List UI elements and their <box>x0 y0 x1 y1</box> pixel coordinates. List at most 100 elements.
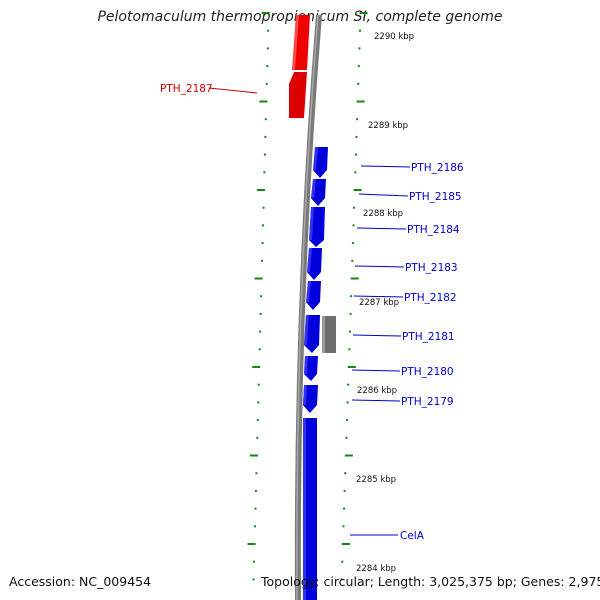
leader-pth-2187 <box>208 87 258 94</box>
major-tick <box>249 454 258 457</box>
major-tick <box>353 189 362 191</box>
kbp-label-2284: 2284 kbp <box>356 564 396 574</box>
minor-tick <box>262 206 265 209</box>
major-tick <box>252 366 261 368</box>
gene-label-pth-2183[interactable]: PTH_2183 <box>405 262 458 274</box>
gene-label-pth-2179[interactable]: PTH_2179 <box>401 396 454 408</box>
minor-tick <box>358 47 361 50</box>
major-tick <box>259 100 268 103</box>
minor-tick <box>346 401 349 404</box>
kbp-label-2286: 2286 kbp <box>357 386 397 396</box>
major-tick <box>256 189 265 191</box>
minor-tick <box>344 472 347 475</box>
major-tick <box>359 12 368 14</box>
minor-tick <box>345 436 348 439</box>
leader-pth-2179 <box>351 399 401 402</box>
gene-pth-2179-shape[interactable] <box>303 385 318 413</box>
minor-tick <box>350 295 353 298</box>
minor-tick <box>359 29 362 32</box>
minor-tick <box>254 507 257 510</box>
minor-tick <box>348 348 351 351</box>
major-tick <box>254 277 263 280</box>
kbp-label-2290: 2290 kbp <box>374 32 414 42</box>
minor-tick <box>261 242 264 245</box>
major-tick <box>350 277 359 280</box>
minor-tick <box>252 578 255 581</box>
reverse-strand-genes <box>303 147 328 600</box>
minor-tick <box>357 65 360 68</box>
minor-tick <box>255 472 258 475</box>
minor-tick <box>343 507 346 510</box>
minor-tick <box>352 224 355 227</box>
major-tick <box>347 366 356 368</box>
leader-pth-2181 <box>352 334 402 337</box>
gene-label-pth-2186[interactable]: PTH_2186 <box>411 162 464 174</box>
gene-label-pth-2181[interactable]: PTH_2181 <box>402 331 455 343</box>
minor-tick <box>263 153 266 156</box>
minor-tick <box>354 153 357 156</box>
minor-tick <box>262 224 265 227</box>
leader-pth-2186 <box>360 165 411 168</box>
minor-tick <box>348 330 351 333</box>
minor-tick <box>357 82 360 85</box>
minor-tick <box>261 259 264 262</box>
minor-tick <box>341 560 344 563</box>
minor-tick <box>264 118 267 121</box>
minor-tick <box>356 118 359 121</box>
minor-tick <box>265 82 268 85</box>
minor-tick <box>267 29 270 32</box>
minor-tick <box>258 348 261 351</box>
minor-tick <box>355 135 358 138</box>
left-tick-track <box>247 12 270 581</box>
minor-tick <box>266 65 269 68</box>
gene-pth-2187-shape[interactable] <box>289 15 310 118</box>
feature-grey-block <box>322 316 336 353</box>
minor-tick <box>353 206 356 209</box>
minor-tick <box>259 312 262 315</box>
minor-tick <box>253 525 256 528</box>
minor-tick <box>343 489 346 492</box>
gene-label-pth-2187[interactable]: PTH_2187 <box>160 83 213 95</box>
kbp-label-2289: 2289 kbp <box>368 121 408 131</box>
minor-tick <box>340 578 343 581</box>
minor-tick <box>259 330 262 333</box>
minor-tick <box>351 259 354 262</box>
minor-tick <box>260 295 263 298</box>
major-tick <box>344 454 353 457</box>
leader-pth-2184 <box>356 227 407 230</box>
gene-label-pth-2180[interactable]: PTH_2180 <box>401 366 454 378</box>
minor-tick <box>347 383 350 386</box>
genome-backbone <box>294 14 322 600</box>
minor-tick <box>266 47 269 50</box>
minor-tick <box>351 242 354 245</box>
kbp-label-2285: 2285 kbp <box>356 475 396 485</box>
minor-tick <box>264 135 267 138</box>
minor-tick <box>354 171 357 174</box>
minor-tick <box>263 171 266 174</box>
minor-tick <box>349 312 352 315</box>
genome-backbone-highlight <box>296 14 319 600</box>
minor-tick <box>254 489 257 492</box>
topology-text: Topology: circular; Length: 3,025,375 bp… <box>261 574 600 589</box>
major-tick <box>247 543 256 545</box>
gene-label-pth-2182[interactable]: PTH_2182 <box>404 292 457 304</box>
gene-label-cela[interactable]: CelA <box>400 530 425 542</box>
leader-pth-2185 <box>358 193 409 197</box>
leader-pth-2183 <box>354 265 405 268</box>
kbp-label-2287: 2287 kbp <box>359 298 399 308</box>
accession-text: Accession: NC_009454 <box>9 574 152 589</box>
right-tick-track <box>340 12 368 581</box>
minor-tick <box>253 560 256 563</box>
leader-pth-2180 <box>351 369 401 372</box>
kbp-label-2288: 2288 kbp <box>363 209 403 219</box>
leader-pth-2182 <box>353 295 404 298</box>
major-tick <box>341 543 350 545</box>
minor-tick <box>342 525 345 528</box>
major-tick <box>356 100 365 103</box>
minor-tick <box>257 401 260 404</box>
major-tick <box>261 12 270 14</box>
gene-label-pth-2185[interactable]: PTH_2185 <box>409 191 462 203</box>
gene-label-pth-2184[interactable]: PTH_2184 <box>407 224 460 236</box>
gene-cela-shape[interactable] <box>303 418 317 600</box>
